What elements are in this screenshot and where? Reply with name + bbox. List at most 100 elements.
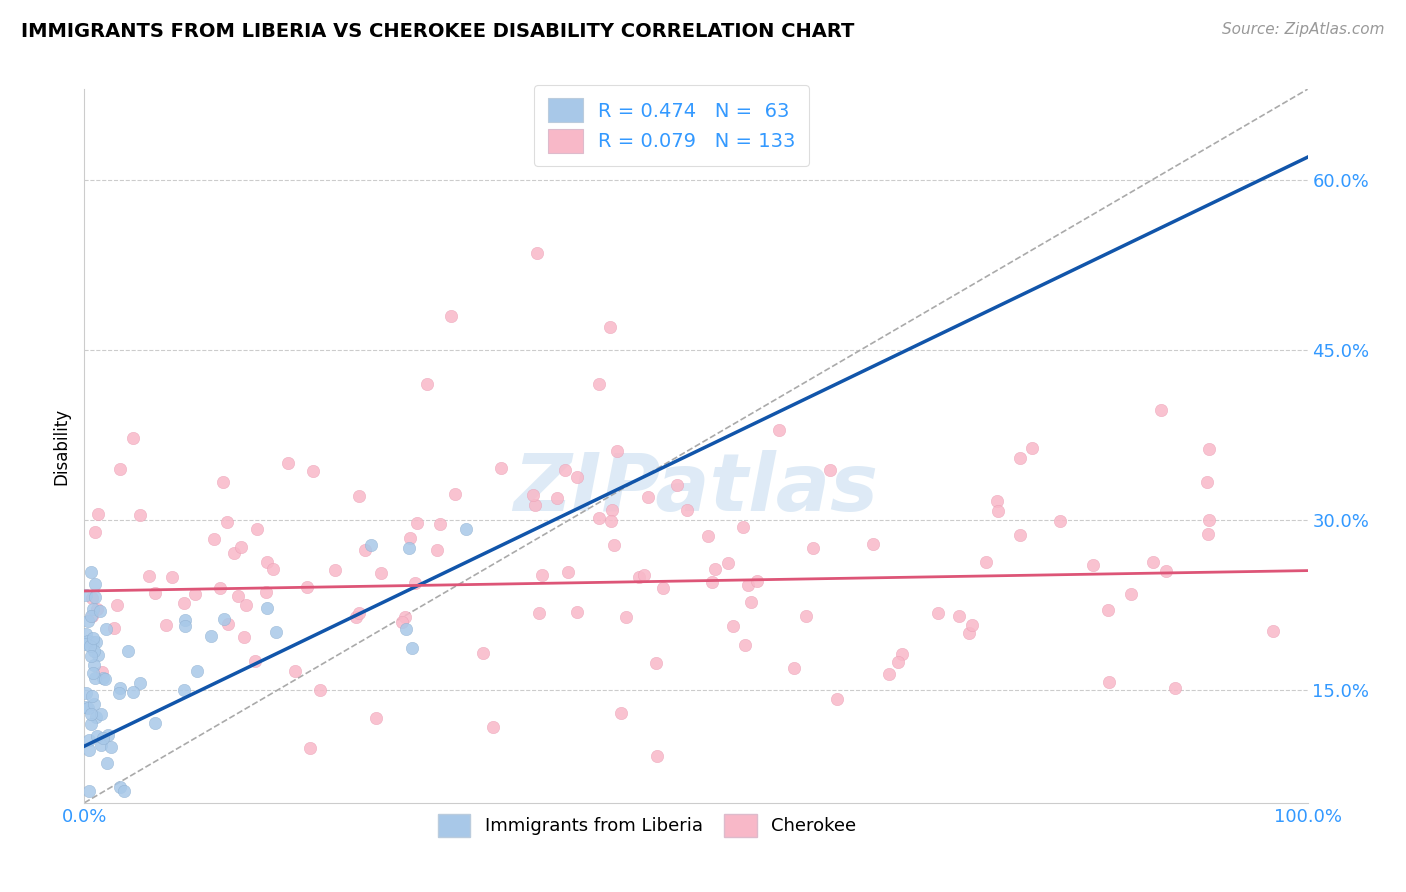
Point: [862, 537, 884, 551]
Point: [818, 463, 841, 477]
Point: [588, 511, 610, 525]
Point: [1021, 442, 1043, 456]
Point: [80, 649, 103, 664]
Point: [83, 577, 105, 591]
Point: [1163, 681, 1185, 695]
Point: [256, 555, 278, 569]
Point: [155, 618, 177, 632]
Point: [391, 615, 413, 629]
Point: [212, 612, 235, 626]
Point: [222, 546, 245, 560]
Point: [887, 655, 910, 669]
Point: [600, 515, 623, 529]
Point: [651, 581, 673, 595]
Point: [546, 491, 568, 505]
Point: [890, 647, 912, 661]
Point: [84, 710, 107, 724]
Point: [233, 630, 256, 644]
Point: [79, 640, 101, 654]
Point: [75, 686, 97, 700]
Point: [100, 739, 122, 754]
Point: [731, 520, 754, 534]
Point: [702, 574, 724, 589]
Point: [93, 672, 115, 686]
Point: [200, 629, 222, 643]
Point: [218, 616, 240, 631]
Point: [987, 503, 1010, 517]
Point: [644, 657, 666, 671]
Point: [82, 689, 104, 703]
Point: [1142, 555, 1164, 569]
Point: [108, 780, 131, 794]
Point: [82, 635, 104, 649]
Point: [94, 622, 117, 636]
Point: [354, 542, 377, 557]
Point: [84, 590, 107, 604]
Text: Source: ZipAtlas.com: Source: ZipAtlas.com: [1222, 22, 1385, 37]
Point: [522, 488, 544, 502]
Point: [347, 606, 370, 620]
Point: [217, 515, 239, 529]
Point: [108, 686, 131, 700]
Point: [323, 563, 346, 577]
Point: [77, 614, 100, 628]
Point: [208, 581, 231, 595]
Point: [77, 732, 100, 747]
Point: [186, 664, 208, 678]
Point: [226, 589, 249, 603]
Point: [75, 699, 97, 714]
Point: [783, 661, 806, 675]
Point: [82, 591, 104, 605]
Point: [1083, 558, 1105, 572]
Point: [96, 756, 118, 771]
Point: [284, 665, 307, 679]
Point: [948, 609, 970, 624]
Point: [768, 423, 790, 437]
Point: [370, 566, 392, 580]
Point: [349, 489, 371, 503]
Point: [1156, 564, 1178, 578]
Point: [117, 644, 139, 658]
Point: [103, 621, 125, 635]
Point: [87, 648, 110, 663]
Point: [1049, 514, 1071, 528]
Point: [454, 522, 477, 536]
Point: [364, 711, 387, 725]
Y-axis label: Disability: Disability: [52, 408, 70, 484]
Point: [609, 706, 631, 721]
Point: [406, 516, 429, 530]
Point: [86, 729, 108, 743]
Point: [444, 486, 467, 500]
Point: [1119, 587, 1142, 601]
Point: [676, 503, 699, 517]
Point: [174, 613, 197, 627]
Point: [90, 665, 112, 680]
Point: [1010, 450, 1032, 465]
Point: [647, 749, 669, 764]
Point: [1261, 624, 1284, 638]
Point: [75, 627, 97, 641]
Point: [86, 602, 108, 616]
Text: IMMIGRANTS FROM LIBERIA VS CHEROKEE DISABILITY CORRELATION CHART: IMMIGRANTS FROM LIBERIA VS CHEROKEE DISA…: [21, 22, 855, 41]
Point: [75, 637, 97, 651]
Point: [565, 605, 588, 619]
Point: [737, 578, 759, 592]
Point: [90, 738, 112, 752]
Point: [398, 541, 420, 555]
Point: [606, 444, 628, 458]
Point: [599, 320, 621, 334]
Point: [295, 580, 318, 594]
Point: [721, 619, 744, 633]
Point: [614, 610, 637, 624]
Point: [666, 478, 689, 492]
Point: [588, 376, 610, 391]
Point: [173, 682, 195, 697]
Point: [531, 568, 554, 582]
Point: [243, 655, 266, 669]
Point: [957, 626, 980, 640]
Point: [633, 568, 655, 582]
Point: [1197, 526, 1219, 541]
Point: [716, 556, 738, 570]
Point: [254, 584, 277, 599]
Point: [76, 701, 98, 715]
